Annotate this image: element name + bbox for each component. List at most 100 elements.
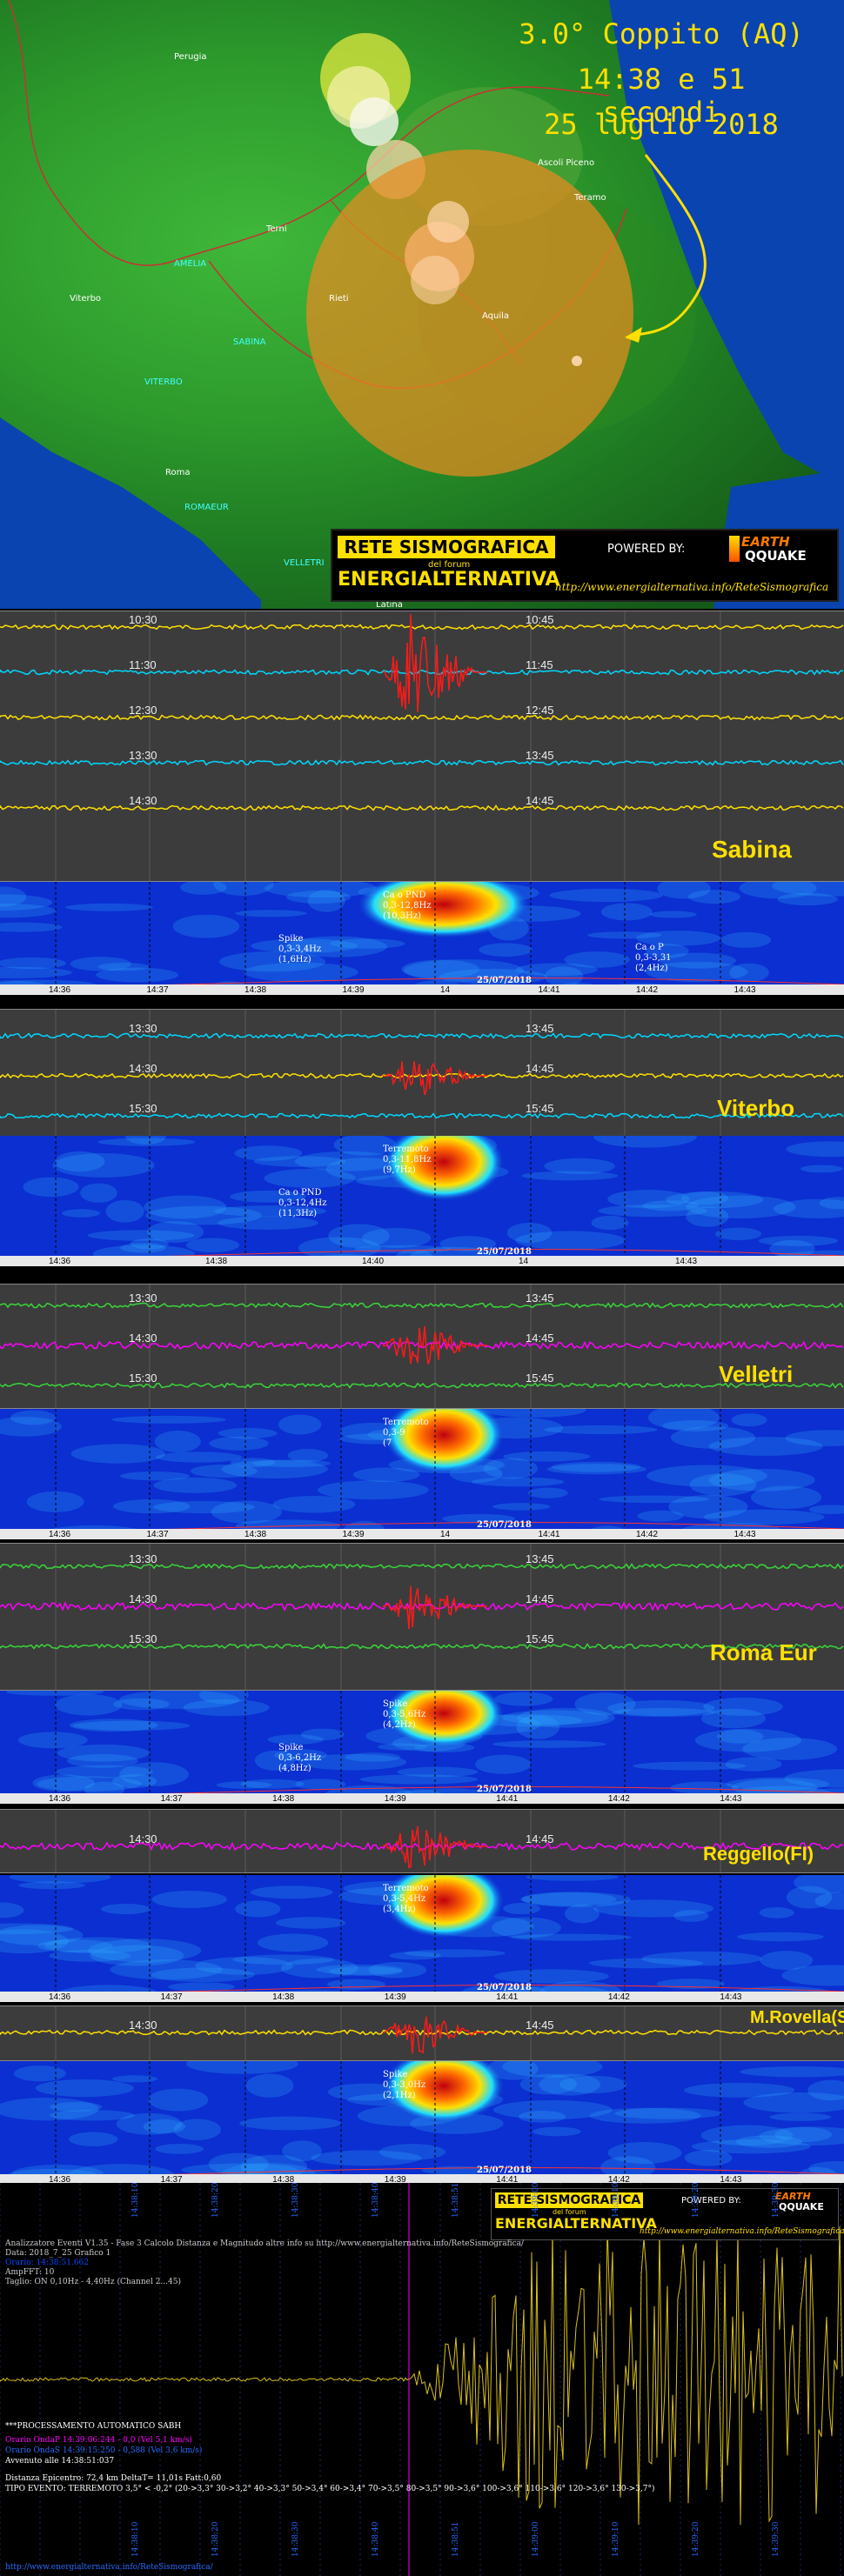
- spectrogram-tick: 14:36: [49, 1794, 71, 1804]
- spectrogram-tick: 14:42: [636, 985, 659, 995]
- map-title-line1: 3.0° Coppito (AQ): [519, 17, 804, 50]
- analyzer-time-bottom: 14:38:10: [131, 2521, 140, 2557]
- spectrogram-tick: 14:37: [146, 985, 169, 995]
- spectrogram-date: 25/07/2018: [477, 1247, 532, 1257]
- spectral-noise: [230, 1190, 306, 1203]
- spectrogram-note: (2,4Hz): [635, 964, 668, 973]
- spectral-noise: [389, 1952, 441, 1960]
- analyzer-banner-subtitle: del forum: [553, 2208, 586, 2216]
- analyzer-time-bottom: 14:38:51: [452, 2521, 460, 2557]
- spectral-noise: [684, 2082, 795, 2098]
- spectral-noise: [607, 2141, 682, 2165]
- spectral-noise: [549, 888, 664, 903]
- spectral-noise: [662, 1420, 729, 1431]
- analyzer-footer-url[interactable]: http://www.energialternativa.info/ReteSi…: [5, 2563, 213, 2572]
- map-terrain: [0, 0, 844, 609]
- seismic-trace: [0, 1302, 844, 1309]
- seismogram-traces: [0, 1285, 844, 1408]
- spectral-noise: [593, 1899, 714, 1918]
- seismic-trace: [0, 1112, 844, 1119]
- spectral-noise: [759, 1907, 794, 1919]
- spectrogram-note: 0,3-5,4Hz: [383, 1894, 426, 1904]
- spectral-noise: [274, 1749, 327, 1761]
- spectrogram-tick: 14: [440, 985, 451, 995]
- spectral-noise: [637, 1510, 684, 1522]
- analyzer-proc: ***PROCESSAMENTO AUTOMATICO SABH: [5, 2422, 182, 2431]
- spectrogram-tick: 14:36: [49, 1257, 71, 1266]
- city-label: Perugia: [174, 52, 207, 62]
- spectrogram-tick: 14:38: [272, 1794, 295, 1804]
- spectral-noise: [66, 1753, 138, 1768]
- spectral-noise: [180, 882, 227, 895]
- spectral-noise: [559, 2075, 627, 2093]
- spectrogram-note: Spike: [278, 934, 304, 944]
- spectral-noise: [439, 969, 547, 984]
- spectral-noise: [0, 957, 67, 970]
- seismic-trace: [0, 1382, 844, 1389]
- earthquake-burst: [382, 2016, 487, 2054]
- spectral-noise: [152, 1500, 255, 1514]
- spectral-noise: [479, 943, 533, 957]
- spectral-noise: [544, 966, 584, 987]
- seismic-trace: [0, 759, 844, 766]
- analyzer-header-5: Taglio: ON 0,10Hz - 4,40Hz (Channel 2...…: [5, 2278, 181, 2286]
- spectrogram-panel: Terremoto 0,3-5,4Hz (3,4Hz) 25/07/2018 14:36…: [0, 1875, 844, 2002]
- city-label: SABINA: [233, 337, 266, 347]
- spectral-noise: [642, 1200, 700, 1211]
- spectral-noise: [786, 1885, 833, 1909]
- epicenter-map: 3.0° Coppito (AQ) 14:38 e 51 secondi 25 …: [0, 0, 844, 609]
- spectral-noise: [80, 1183, 117, 1203]
- spectrogram-note: Spike: [278, 1743, 304, 1752]
- banner-logo-line2: QQUAKE: [745, 548, 807, 564]
- spectral-noise: [819, 1197, 844, 1210]
- spectrogram-tick: 14:38: [272, 2175, 295, 2185]
- analyzer-header-2: Data: 2018_7_25 Grafico 1: [5, 2249, 111, 2258]
- spectral-noise: [614, 2107, 722, 2119]
- spectral-peak: [383, 1875, 505, 1939]
- banner-url[interactable]: http://www.energialternativa.info/ReteSi…: [555, 581, 829, 593]
- seismic-trace: [0, 1563, 844, 1570]
- spectrogram-image: [0, 882, 844, 995]
- spectral-noise: [668, 1494, 748, 1519]
- earthquake-burst: [382, 1325, 487, 1365]
- spectral-noise: [814, 1892, 844, 1910]
- trace-time-left: 15:30: [129, 1632, 157, 1645]
- spectral-noise: [280, 1958, 358, 1979]
- analyzer-banner-url[interactable]: http://www.energialternativa.info/ReteSi…: [640, 2227, 844, 2236]
- spectral-noise: [641, 1951, 762, 1966]
- analyzer-onda-p: Orario OndaP 14:39:06:244 - 0,0 (Vel 5,1…: [5, 2436, 192, 2445]
- spectral-noise: [112, 1498, 191, 1514]
- seismic-trace: [0, 804, 844, 811]
- spectral-noise: [607, 1699, 715, 1717]
- analyzer-time-top: 14:38:20: [211, 2182, 220, 2218]
- spectral-noise: [0, 886, 27, 907]
- analyzer-logo-line1: EARTH: [775, 2191, 811, 2202]
- spectral-noise: [544, 1425, 658, 1435]
- spectral-noise: [657, 882, 711, 899]
- spectrogram-note: (1,6Hz): [278, 955, 311, 964]
- event-analyzer: RETE SISMOGRAFICA del forum ENERGIALTERN…: [0, 2183, 844, 2576]
- trace-time-left: 11:30: [129, 658, 157, 671]
- spectrogram-note: 0,3-3,31: [635, 953, 672, 963]
- spectrogram-note: Terremoto: [383, 1418, 429, 1427]
- spectral-noise: [471, 1477, 565, 1487]
- trace-time-left: 15:30: [129, 1102, 157, 1115]
- seismogram-traces: [0, 1010, 844, 1136]
- spectrogram-panel: Terremoto 0,3-11,8Hz (9,7Hz) Ca o PND 0,3-12…: [0, 1136, 844, 1266]
- spectral-noise: [144, 1195, 227, 1219]
- spectral-noise: [774, 2126, 832, 2143]
- spectral-noise: [18, 1732, 88, 1749]
- spectral-noise: [35, 2079, 134, 2098]
- spectral-noise: [600, 2156, 656, 2179]
- seismogram-traces: [0, 2006, 844, 2060]
- spectral-noise: [90, 1945, 184, 1966]
- city-label: Terni: [266, 224, 287, 234]
- spectral-noise: [378, 2144, 446, 2160]
- seismogram-panel: 13:30 14:30 15:30 13:45 14:45 15:45 Velletri: [0, 1284, 844, 1409]
- spectrogram-tick: 14:37: [146, 1530, 169, 1539]
- spectral-noise: [264, 1168, 356, 1188]
- spectral-peak: [383, 1409, 505, 1474]
- spectral-noise: [735, 2135, 803, 2148]
- spectrogram-tick: 14:39: [384, 1992, 406, 2002]
- spectral-noise: [333, 1136, 397, 1156]
